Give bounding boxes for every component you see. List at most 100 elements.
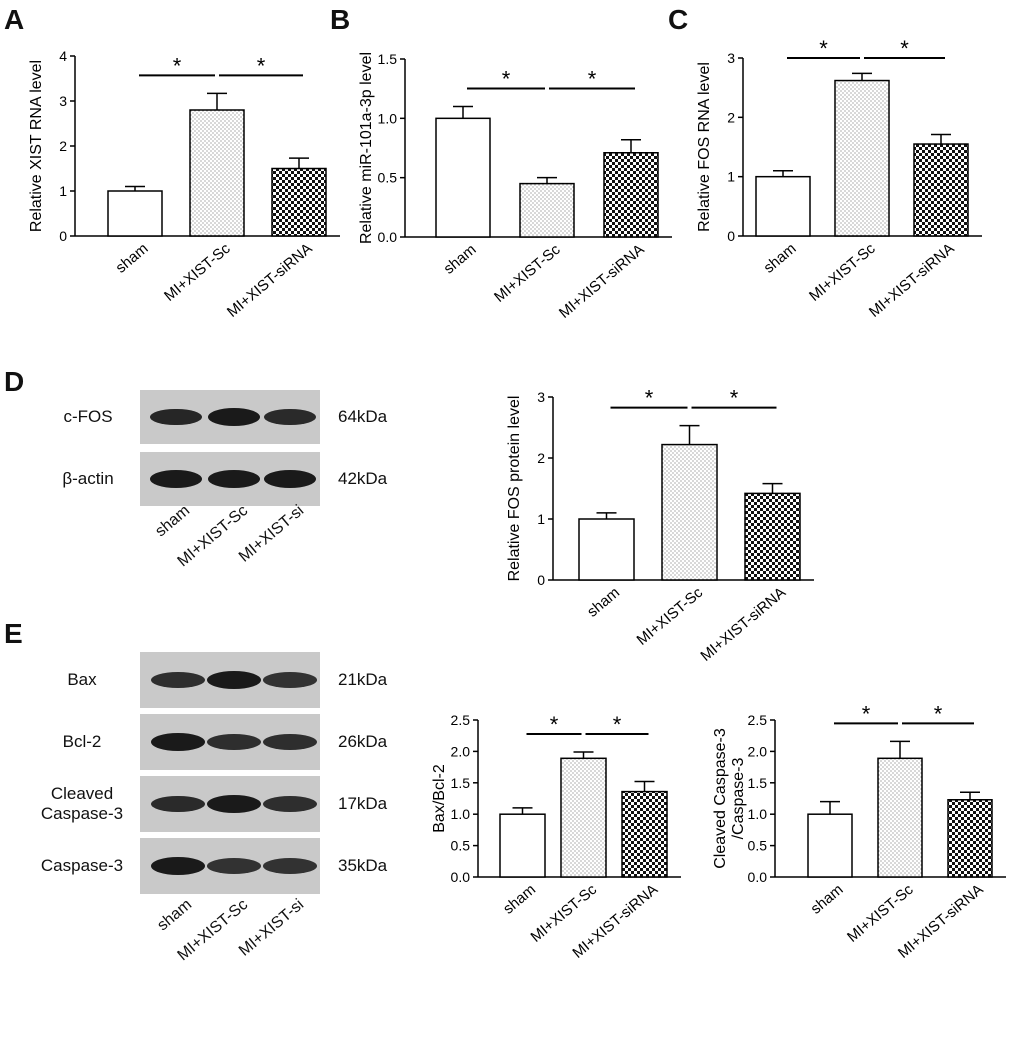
x-tick-label: MI+XIST-Sc <box>806 240 879 305</box>
panel-letter-b: B <box>330 4 351 35</box>
chart-svg-e1: 0.00.51.01.52.02.5Bax/Bcl-2shamMI+XIST-S… <box>431 712 681 962</box>
x-tick-label: MI+XIST-siRNA <box>556 241 648 322</box>
y-tick-label: 1 <box>727 169 735 185</box>
x-tick-label: sham <box>584 584 623 621</box>
blot-band <box>151 671 205 689</box>
blot-band <box>263 733 317 751</box>
chart-d: 0 1 2 3 Relative FOS protein level sham MI+XIS… <box>490 370 850 700</box>
chart-b: 0.0 0.5 1.0 1.5 Relative miR-101a-3p level sh… <box>330 0 672 340</box>
significance-star: * <box>730 386 739 411</box>
y-axis-label: Relative miR-101a-3p level <box>358 52 375 244</box>
y-tick-label: 3 <box>59 93 67 109</box>
y-tick-label: 1 <box>537 511 545 527</box>
x-tick-label: MI+XIST-Sc <box>634 584 707 649</box>
blot-band <box>264 470 316 488</box>
y-tick-label: 0.0 <box>378 229 398 245</box>
significance-star: * <box>900 36 909 61</box>
blot-kda-label: 17kDa <box>338 794 388 813</box>
bar-sc <box>519 182 575 238</box>
y-tick-label: 0.0 <box>748 869 768 885</box>
bar-sc <box>560 757 607 878</box>
blot-band <box>207 858 261 874</box>
chart-e1: 0.0 0.5 1.0 1.5 2.0 2.5 Bax/Bcl-2 sham MI+XIST-S… <box>400 700 700 990</box>
y-tick-label: 1.5 <box>748 775 768 791</box>
blot-band <box>207 795 261 813</box>
blot-kda-label: 42kDa <box>338 469 388 488</box>
significance-star: * <box>645 386 654 411</box>
blot-kda-label: 64kDa <box>338 407 388 426</box>
blot-band <box>263 795 317 813</box>
blot-row-label: c-FOS <box>63 407 113 426</box>
bar-sirna <box>271 167 327 237</box>
bar-sirna <box>947 799 993 878</box>
x-tick-label: MI+XIST-Sc <box>844 881 917 946</box>
y-axis-label: Cleaved Caspase-3/Caspase-3 <box>712 728 747 869</box>
blot-kda-label: 35kDa <box>338 856 388 875</box>
x-tick-label: sham <box>441 241 480 278</box>
bar-sham <box>578 518 635 581</box>
y-axis-label: Relative XIST RNA level <box>28 60 45 232</box>
significance-star: * <box>173 53 182 78</box>
y-tick-label: 2.0 <box>451 743 471 759</box>
blot-band <box>207 733 261 751</box>
significance-star: * <box>588 66 597 91</box>
y-tick-label: 0.5 <box>451 838 471 854</box>
significance-star: * <box>502 66 511 91</box>
y-tick-label: 1.5 <box>378 51 398 67</box>
y-tick-label: 1 <box>59 183 67 199</box>
bar-sc <box>877 757 923 878</box>
bar-sirna <box>913 143 969 237</box>
y-tick-label: 2 <box>727 109 735 125</box>
x-tick-label: MI+XIST-Sc <box>491 241 564 306</box>
blot-band <box>150 408 202 426</box>
x-tick-label: sham <box>113 240 152 277</box>
y-tick-label: 3 <box>727 50 735 66</box>
chart-c: 0 1 2 3 Relative FOS RNA level sham MI+XIST-Sc… <box>670 0 1010 340</box>
y-axis-label: Bax/Bcl-2 <box>431 764 448 833</box>
panel-letter-d: D <box>4 366 25 397</box>
chart-svg-d: 0 1 2 3 Relative FOS protein level sham MI+XIS… <box>506 386 814 665</box>
panel-letter-a: A <box>4 4 25 35</box>
panel-letter-c: C <box>668 4 689 35</box>
blot-band <box>263 858 317 874</box>
blot-row-label: Caspase-3 <box>40 856 124 875</box>
panel-letter-e: E <box>4 618 23 649</box>
blot-band <box>207 671 261 689</box>
significance-star: * <box>934 701 943 726</box>
bar-sham <box>499 813 546 878</box>
x-tick-label: sham <box>500 881 539 918</box>
bar-sham <box>807 813 853 878</box>
blot-band <box>151 795 205 813</box>
bar-sc <box>834 79 890 237</box>
significance-star: * <box>819 36 828 61</box>
blot-band <box>264 408 316 426</box>
blot-kda-label: 21kDa <box>338 670 388 689</box>
y-tick-label: 2 <box>537 450 545 466</box>
x-tick-label: MI+XIST-Sc <box>161 240 234 305</box>
significance-star: * <box>613 712 622 737</box>
blot-band <box>208 470 260 488</box>
x-tick-label: MI+XIST-siRNA <box>224 240 316 321</box>
bar-sham <box>755 175 811 237</box>
y-tick-label: 1.0 <box>748 806 768 822</box>
blot-band <box>208 408 260 426</box>
blot-row-label: Cleaved Caspase-3 <box>40 784 124 823</box>
y-tick-label: 0.5 <box>748 838 768 854</box>
bar-sirna <box>603 151 659 238</box>
y-axis-label: Relative FOS protein level <box>506 396 523 582</box>
y-tick-label: 1.0 <box>451 806 471 822</box>
blot-band <box>151 733 205 751</box>
x-tick-label: MI+XIST-siRNA <box>697 584 789 665</box>
significance-star: * <box>257 53 266 78</box>
x-tick-label: sham <box>808 881 847 918</box>
significance-star: * <box>862 701 871 726</box>
y-tick-label: 0 <box>59 228 67 244</box>
bar-sirna <box>621 790 668 878</box>
chart-a: 0 1 2 3 4 Relative XIST RNA level sham MI+XIST-… <box>0 0 340 340</box>
y-tick-label: 2.5 <box>451 712 471 728</box>
y-tick-label: 1.5 <box>451 775 471 791</box>
significance-star: * <box>550 712 559 737</box>
blot-row-label: Bcl-2 <box>62 732 102 751</box>
x-tick-label: MI+XIST-siRNA <box>866 240 958 321</box>
